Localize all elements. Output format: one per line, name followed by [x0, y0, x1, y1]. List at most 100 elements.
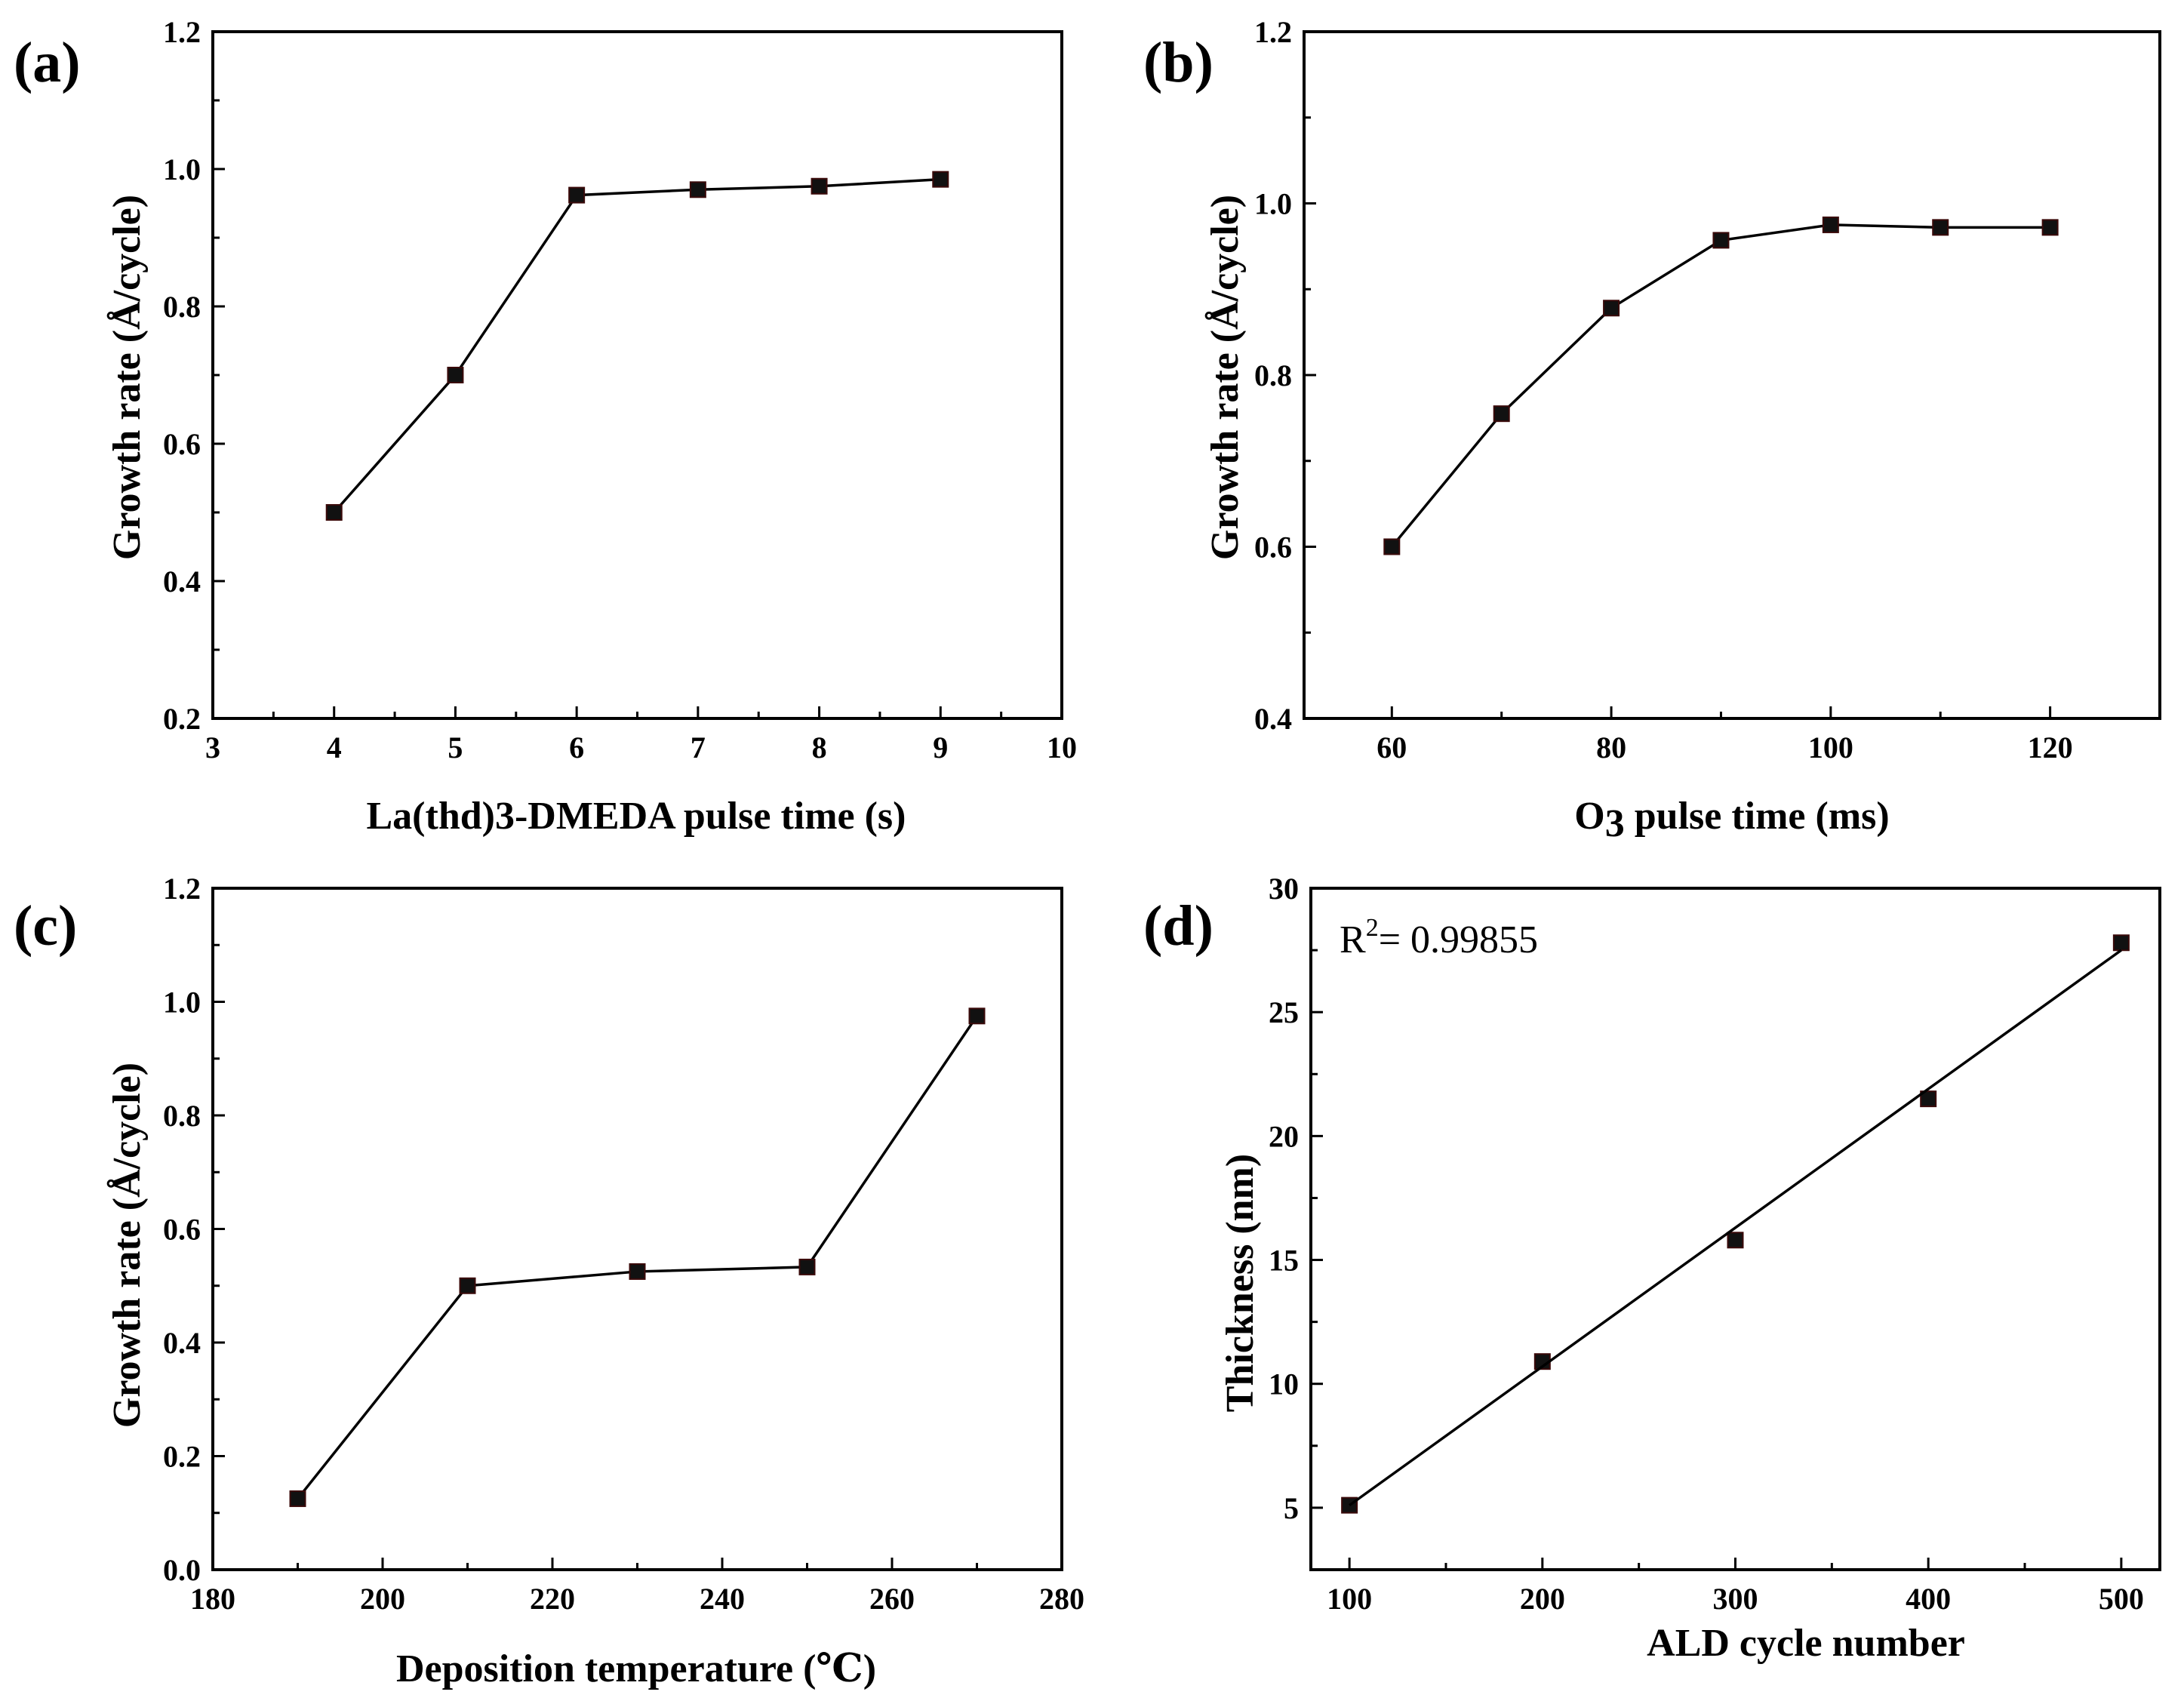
- panel-label: (b): [1143, 31, 1214, 94]
- data-point: [447, 367, 464, 383]
- data-point: [968, 1007, 986, 1025]
- y-tick-label: 1.0: [163, 986, 201, 1020]
- x-tick-label: 4: [327, 731, 342, 764]
- x-tick-label: 200: [360, 1582, 405, 1616]
- y-tick-label: 1.2: [1254, 15, 1292, 49]
- data-point: [568, 186, 586, 204]
- fit-line: [1349, 949, 2122, 1507]
- panel-label: (c): [14, 894, 77, 958]
- data-point: [1493, 405, 1510, 423]
- data-point: [629, 1263, 646, 1280]
- y-axis-title: Growth rate (Å/cycle): [106, 1063, 149, 1428]
- data-point: [2041, 219, 2059, 236]
- data-point: [1712, 232, 1730, 249]
- x-tick-label: 200: [1520, 1582, 1565, 1616]
- plot-frame: [211, 887, 1063, 1571]
- x-axis-title: ALD cycle number: [1647, 1622, 1965, 1665]
- y-tick-label: 5: [1284, 1491, 1299, 1525]
- x-tick-label: 80: [1596, 731, 1626, 764]
- x-tick-label: 10: [1047, 731, 1077, 764]
- panel-d: 100 200 300 400 500 5 10 15 20 25 30 (d) ALD cycle…: [1143, 872, 2161, 1665]
- series-line: [297, 1015, 978, 1500]
- x-tick-label: 9: [933, 731, 948, 764]
- y-tick-label: 1.0: [163, 152, 201, 186]
- panel-b: 60 80 100 120 0.4 0.6 0.8 1.0 1.2 (b) O3 pulse t…: [1143, 15, 2161, 845]
- x-tick-label: 120: [2028, 731, 2073, 764]
- x-tick-label: 500: [2099, 1582, 2144, 1616]
- y-tick-label: 0.4: [163, 564, 201, 598]
- y-tick-label: 0.8: [163, 290, 201, 324]
- data-point: [1727, 1232, 1744, 1249]
- data-point: [932, 171, 949, 188]
- x-axis-title-part: pulse time (ms): [1625, 795, 1890, 838]
- y-tick-label: 0.2: [163, 702, 201, 736]
- x-axis-title-subscript: 3: [1605, 802, 1625, 845]
- x-tick-label: 60: [1377, 731, 1407, 764]
- y-tick-label: 15: [1269, 1244, 1299, 1278]
- panel-label: (a): [14, 31, 81, 94]
- y-tick-label: 0.4: [163, 1326, 201, 1360]
- data-point: [1920, 1090, 1937, 1108]
- x-tick-label: 6: [569, 731, 584, 764]
- y-tick-label: 10: [1269, 1367, 1299, 1401]
- x-tick-label: 100: [1327, 1582, 1372, 1616]
- x-tick-label: 220: [530, 1582, 575, 1616]
- r-squared-prefix: R: [1340, 918, 1366, 961]
- x-tick-label: 240: [700, 1582, 745, 1616]
- y-tick-label: 0.8: [1254, 358, 1292, 392]
- y-axis-title: Growth rate (Å/cycle): [1204, 195, 1247, 560]
- x-axis-title: Deposition temperature (℃): [396, 1647, 876, 1690]
- y-tick-label: 0.6: [163, 1213, 201, 1247]
- y-tick-label: 1.2: [163, 15, 201, 49]
- r-squared-value: = 0.99855: [1379, 918, 1538, 961]
- y-tick-label: 0.8: [163, 1099, 201, 1133]
- panel-c: 180 200 220 240 260 2800.00.20.40.60.81.01.2 …: [14, 872, 1084, 1690]
- x-tick-label: 260: [869, 1582, 915, 1616]
- y-tick-label: 0.0: [163, 1553, 201, 1587]
- y-tick-label: 0.4: [1254, 702, 1292, 736]
- data-point: [1932, 219, 1949, 236]
- x-tick-label: 180: [190, 1582, 235, 1616]
- x-axis-title: La(thd)3-DMEDA pulse time (s): [367, 795, 906, 838]
- data-point: [1603, 300, 1620, 317]
- y-tick-label: 0.2: [163, 1440, 201, 1474]
- panel-a: 3 4 5 6 7 8 9 10 0.2 0.4 0.6 0.8 1.0 1.2 (a) La(thd)3…: [14, 15, 1077, 838]
- series-line: [333, 177, 941, 514]
- plot-frame: [1309, 887, 2161, 1571]
- x-tick-label: 5: [448, 731, 463, 764]
- y-tick-label: 20: [1269, 1119, 1299, 1153]
- data-point: [798, 1258, 816, 1275]
- y-tick-label: 1.0: [1254, 187, 1292, 221]
- data-point: [811, 177, 828, 195]
- x-tick-label: 280: [1039, 1582, 1084, 1616]
- data-point: [1383, 538, 1401, 555]
- y-tick-label: 30: [1269, 872, 1299, 906]
- data-point: [1822, 216, 1839, 233]
- r-squared-superscript: 2: [1366, 914, 1379, 942]
- y-tick-label: 0.6: [1254, 531, 1292, 564]
- y-axis-title: Growth rate (Å/cycle): [106, 195, 149, 560]
- x-axis-title: O3 pulse time (ms): [1574, 795, 1889, 845]
- series-line: [1390, 223, 2050, 548]
- y-tick-label: 25: [1269, 995, 1299, 1029]
- y-tick-label: 0.6: [163, 427, 201, 461]
- data-point: [689, 181, 706, 198]
- data-point: [289, 1490, 306, 1507]
- x-tick-label: 400: [1906, 1582, 1951, 1616]
- x-axis-title-text: O3 pulse time (ms): [1574, 795, 1889, 845]
- y-axis-title: Thickness (nm): [1219, 1154, 1262, 1412]
- x-tick-label: 100: [1808, 731, 1853, 764]
- x-tick-label: 3: [205, 731, 220, 764]
- r-squared-annotation: R2= 0.99855: [1340, 914, 1538, 961]
- data-point: [2112, 934, 2130, 952]
- x-tick-label: 8: [812, 731, 827, 764]
- x-tick-label: 7: [691, 731, 706, 764]
- plot-frame: [211, 30, 1063, 720]
- x-tick-label: 300: [1713, 1582, 1758, 1616]
- panel-label: (d): [1143, 894, 1214, 958]
- data-point: [459, 1277, 476, 1294]
- x-axis-title-part: O: [1574, 795, 1604, 838]
- data-point: [325, 504, 343, 521]
- y-tick-label: 1.2: [163, 872, 201, 906]
